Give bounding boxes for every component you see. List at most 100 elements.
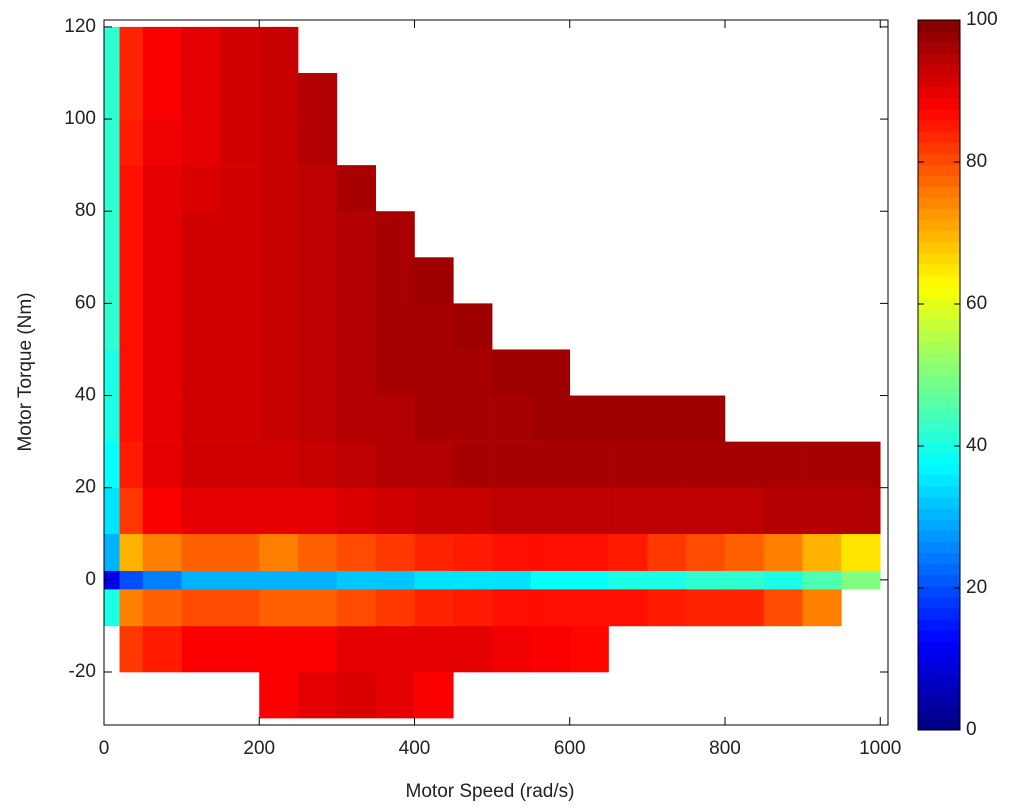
colorbar-swatch (918, 230, 960, 243)
heat-cell (530, 570, 571, 590)
heat-cell (220, 487, 260, 535)
x-tick-label: 200 (243, 738, 275, 759)
heat-cell (569, 395, 609, 442)
heat-cell (119, 570, 144, 590)
colorbar-tick-label: 0 (966, 719, 977, 740)
heat-cell (298, 211, 338, 258)
colorbar-tick-label: 60 (966, 293, 987, 314)
heat-cell (336, 533, 376, 571)
heat-cell (414, 441, 454, 488)
heat-cell (763, 589, 803, 627)
heat-cell (298, 533, 338, 571)
heat-cell (298, 303, 338, 350)
heat-cell (142, 625, 182, 673)
heat-cell (414, 349, 454, 396)
heat-cell (220, 349, 260, 396)
heat-cell (181, 349, 221, 396)
heat-cell (298, 625, 338, 673)
heat-cell (414, 487, 454, 535)
heat-cell (119, 26, 144, 74)
heat-cell (336, 672, 376, 719)
colorbar-swatch (918, 153, 960, 165)
heat-cell (142, 257, 182, 304)
heat-cell (181, 26, 221, 74)
colorbar-swatch (918, 530, 960, 542)
heat-cell (181, 487, 221, 535)
heat-cell (569, 441, 609, 488)
heat-cell (375, 589, 415, 627)
heat-cell (414, 303, 454, 350)
colorbar-swatch (918, 519, 960, 531)
heat-cell (647, 533, 687, 571)
y-axis-label: Motor Torque (Nm) (15, 292, 36, 451)
colorbar-swatch (918, 164, 960, 176)
y-tick-label: 80 (75, 200, 96, 221)
colorbar-swatch (918, 375, 960, 387)
heat-cell (142, 119, 182, 166)
colorbar-swatch (918, 186, 960, 198)
heat-cell (841, 533, 881, 571)
colorbar-swatch (918, 219, 960, 232)
y-tick-label: 120 (64, 16, 96, 37)
heat-cell (181, 441, 221, 488)
x-tick-label: 600 (554, 738, 586, 759)
colorbar-swatch (918, 142, 960, 154)
heat-cell (336, 441, 376, 488)
heat-cell (608, 533, 648, 571)
heat-cell (492, 349, 532, 396)
colorbar-swatch (918, 663, 960, 676)
colorbar-tick-label: 20 (966, 577, 987, 598)
heat-cell (259, 672, 299, 719)
heat-cell (802, 570, 842, 590)
heat-cell (119, 533, 144, 571)
colorbar-swatch (918, 563, 960, 576)
heat-cell (259, 533, 299, 571)
heat-cell (569, 570, 609, 590)
heat-cell (142, 395, 182, 442)
heat-cell (298, 349, 338, 396)
heat-cell (763, 570, 803, 590)
heat-cell (763, 487, 803, 535)
heat-cell (259, 72, 299, 120)
heat-cell (453, 570, 493, 590)
heat-cell (104, 303, 120, 350)
heat-cell (220, 165, 260, 212)
heat-cell (686, 570, 726, 590)
heat-cell (119, 441, 144, 488)
heat-cell (220, 395, 260, 442)
heat-cell (724, 589, 765, 627)
heat-cell (763, 533, 803, 571)
heat-cell (647, 395, 687, 442)
heat-cell (647, 570, 687, 590)
colorbar-swatch (918, 20, 960, 32)
heat-cell (259, 257, 299, 304)
heat-cell (119, 349, 144, 396)
heat-cell (802, 533, 842, 571)
colorbar-swatch (918, 119, 960, 132)
heat-cell (841, 441, 881, 488)
colorbar-swatch (918, 31, 960, 43)
heat-cell (608, 395, 648, 442)
colorbar-swatch (918, 707, 960, 720)
colorbar-swatch (918, 286, 960, 298)
heat-cell (686, 441, 726, 488)
heat-cell (142, 441, 182, 488)
heat-cell (414, 533, 454, 571)
colorbar-swatch (918, 319, 960, 332)
heat-cell (259, 395, 299, 442)
heat-cell (492, 487, 532, 535)
heat-cell (414, 589, 454, 627)
heat-cell (414, 625, 454, 673)
colorbar-swatch (918, 108, 960, 121)
heat-cell (569, 487, 609, 535)
x-tick-label: 1000 (859, 738, 901, 759)
heat-cell (181, 395, 221, 442)
heat-cell (453, 589, 493, 627)
colorbar-swatch (918, 252, 960, 265)
heat-cell (492, 441, 532, 488)
x-tick-label: 0 (99, 738, 110, 759)
heat-cell (530, 533, 571, 571)
y-tick-label: 60 (75, 292, 96, 313)
heat-cell (142, 211, 182, 258)
